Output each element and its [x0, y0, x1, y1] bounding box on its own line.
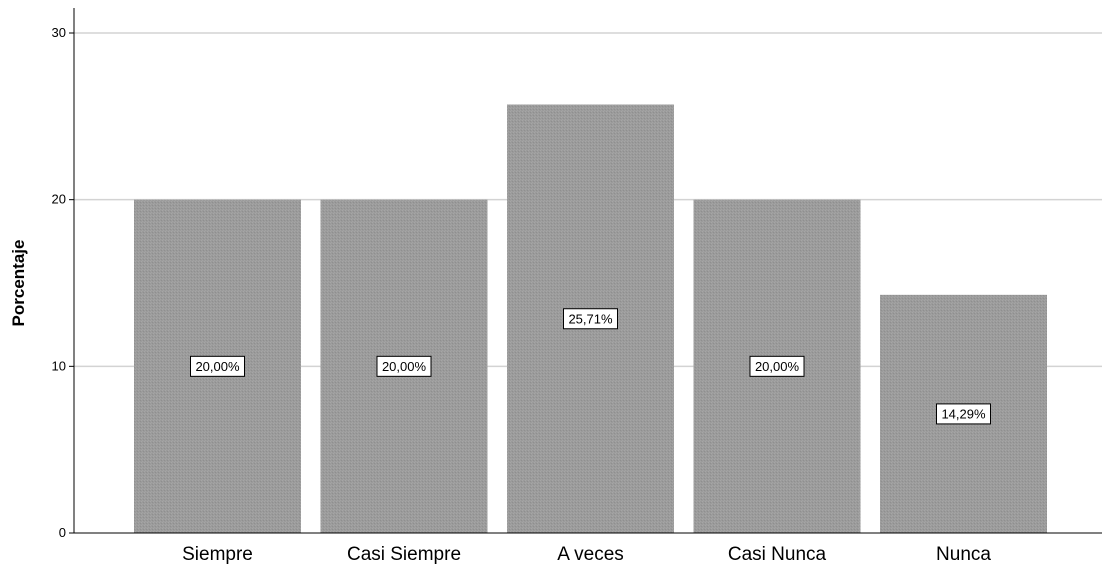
data-label-box: [936, 403, 991, 425]
data-label-text: 14,29%: [941, 406, 986, 421]
category-labels: Siempre Casi Siempre A veces Casi Nunca Nunc…: [182, 544, 991, 565]
data-label-box: [190, 355, 245, 377]
data-label: 20,00%: [376, 355, 432, 377]
y-tick-label: 10: [52, 358, 66, 373]
category-label: Siempre: [182, 544, 253, 565]
data-label: 20,00%: [749, 355, 805, 377]
axes: [73, 8, 1102, 534]
data-label-text: 20,00%: [382, 359, 427, 374]
data-label: 14,29%: [936, 403, 991, 425]
category-label: Casi Siempre: [347, 544, 461, 565]
y-tick-label: 20: [52, 192, 66, 207]
y-axis-title: Porcentaje: [9, 240, 28, 327]
data-label-text: 20,00%: [755, 359, 800, 374]
data-labels: 20,00% 20,00% 25,71% 20,00% 14,29%: [190, 308, 991, 425]
y-tick-label: 0: [59, 525, 66, 540]
data-label-text: 20,00%: [195, 359, 240, 374]
data-label-text: 25,71%: [568, 311, 613, 326]
data-label: 25,71%: [563, 308, 618, 330]
data-label-box: [749, 355, 805, 377]
y-tick-label: 30: [52, 25, 66, 40]
data-label-box: [563, 308, 618, 330]
category-label: Casi Nunca: [728, 544, 827, 565]
category-label: A veces: [557, 544, 624, 565]
category-label: Nunca: [936, 544, 991, 565]
y-tick-labels: 0 10 20 30: [52, 25, 74, 540]
data-label-box: [376, 355, 432, 377]
data-label: 20,00%: [190, 355, 245, 377]
